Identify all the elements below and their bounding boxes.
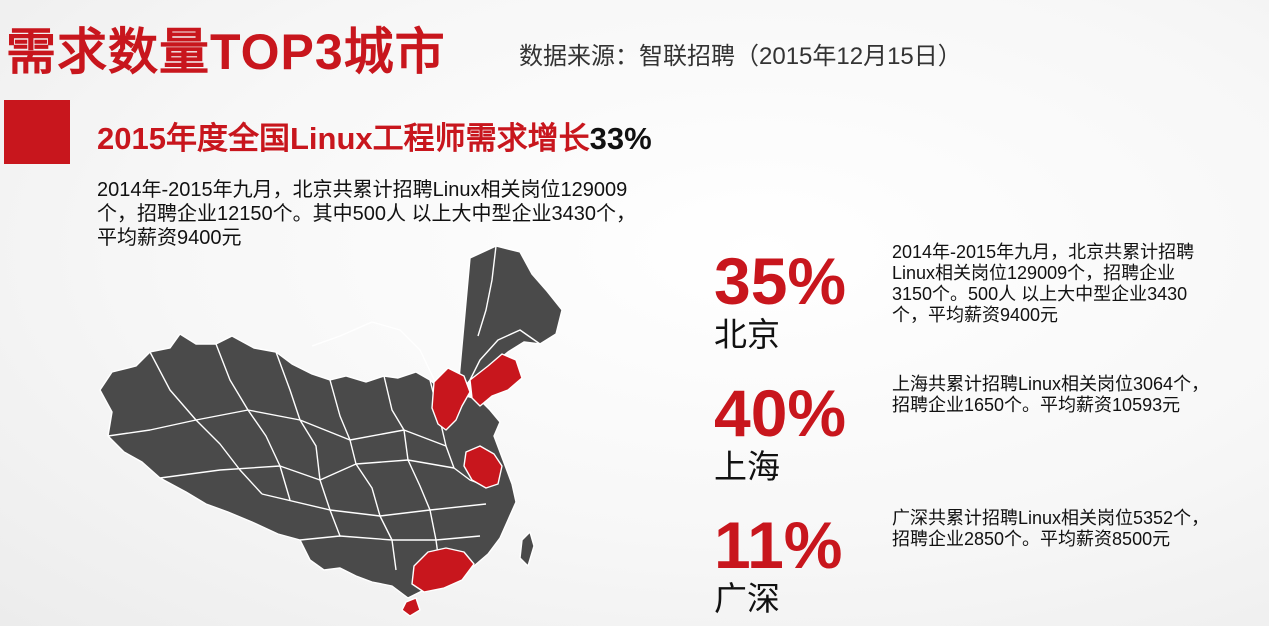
intro-text: 2014年-2015年九月，北京共累计招聘Linux相关岗位129009 个，招… [97, 178, 717, 250]
map-region-liaoning [469, 353, 523, 407]
subtitle-text: 2015年度全国Linux工程师需求增长 [97, 121, 590, 156]
intro-line: 平均薪资9400元 [97, 227, 242, 249]
map-taiwan [519, 531, 535, 567]
subtitle-growth: 33% [589, 121, 652, 156]
stat-percent: 40% [714, 376, 847, 450]
desc-beijing: 2014年-2015年九月，北京共累计招聘 Linux相关岗位129009个，招… [892, 242, 1262, 326]
subtitle: 2015年度全国Linux工程师需求增长33% [97, 113, 652, 158]
stat-guangshen: 11% 广深 [714, 512, 842, 618]
stat-shanghai: 40% 上海 [714, 380, 846, 486]
desc-line: 2014年-2015年九月，北京共累计招聘 [892, 242, 1195, 262]
accent-block [4, 100, 70, 164]
desc-line: 招聘企业2850个。平均薪资8500元 [892, 529, 1171, 549]
stat-city: 北京 [714, 316, 780, 353]
stat-city: 广深 [714, 580, 780, 617]
china-map [99, 245, 563, 617]
stat-percent: 35% [714, 244, 847, 318]
stat-percent: 11% [714, 508, 843, 582]
desc-line: 上海共累计招聘Linux相关岗位3064个， [892, 374, 1210, 394]
desc-line: 招聘企业1650个。平均薪资10593元 [892, 395, 1181, 415]
desc-line: 个，平均薪资9400元 [892, 305, 1059, 325]
desc-shanghai: 上海共累计招聘Linux相关岗位3064个， 招聘企业1650个。平均薪资105… [892, 374, 1262, 416]
desc-line: 3150个。500人 以上大中型企业3430 [892, 284, 1188, 304]
map-region-jiangsu [463, 445, 503, 489]
desc-line: 广深共累计招聘Linux相关岗位5352个， [892, 508, 1210, 528]
map-region-beijing [431, 367, 471, 431]
map-region-guangdong [411, 547, 475, 593]
map-region-hainan [401, 597, 421, 617]
stat-beijing: 35% 北京 [714, 248, 846, 354]
map-mainland [99, 245, 563, 599]
intro-line: 2014年-2015年九月，北京共累计招聘Linux相关岗位129009 [97, 179, 628, 201]
data-source: 数据来源：智联招聘（2015年12月15日） [519, 43, 962, 70]
stat-city: 上海 [714, 448, 780, 485]
page-title: 需求数量TOP3城市 [6, 24, 446, 80]
desc-line: Linux相关岗位129009个，招聘企业 [892, 263, 1176, 283]
intro-line: 个，招聘企业12150个。其中500人 以上大中型企业3430个， [97, 203, 637, 225]
desc-guangshen: 广深共累计招聘Linux相关岗位5352个， 招聘企业2850个。平均薪资850… [892, 508, 1262, 550]
